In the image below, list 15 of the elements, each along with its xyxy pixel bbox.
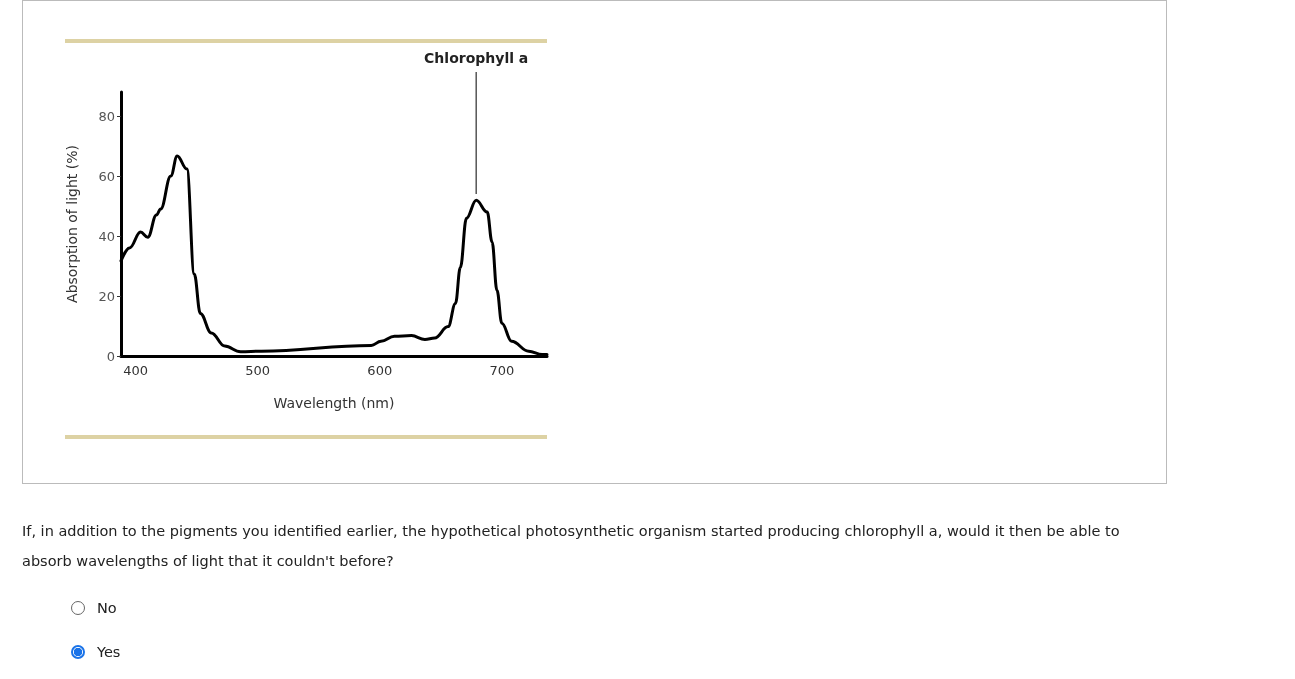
- text: Yes: [97, 644, 121, 660]
- x-tick-label: 400: [123, 363, 149, 378]
- y-tick-label: 60: [98, 168, 115, 184]
- x-tick-label: 700: [489, 363, 515, 378]
- y-tick-label: 40: [98, 228, 115, 244]
- y-axis-title: Absorption of light (%): [64, 145, 80, 303]
- x-axis-title: Wavelength (nm): [273, 395, 395, 411]
- x-tick-label: 600: [367, 363, 393, 378]
- text: No: [97, 600, 117, 616]
- y-tick-label: 80: [98, 108, 115, 124]
- y-tick-label: 0: [106, 348, 115, 364]
- annotation: Chlorophyll a: [424, 50, 529, 66]
- y-tick-label: 20: [98, 288, 115, 304]
- text: If, in addition to the pigments you identified earlier, the hypothetical photosynthetic organism started producing chlorophyll a, would it then be able to absorb wavelengths of light that it couldn't before?: [22, 522, 1121, 571]
- x-tick-label: 500: [245, 363, 271, 378]
